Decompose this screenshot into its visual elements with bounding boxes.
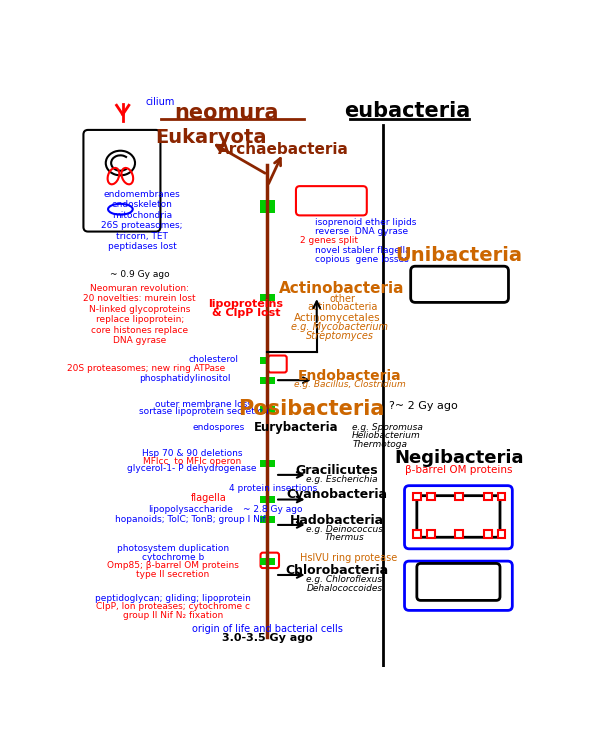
Text: ~ 2.8 Gy ago: ~ 2.8 Gy ago [243,505,302,514]
Text: e.g. Mycobacterium: e.g. Mycobacterium [292,322,388,332]
Text: Hsp 70 & 90 deletions: Hsp 70 & 90 deletions [142,449,242,458]
Bar [427,493,434,500]
Text: isoprenoid ether lipids: isoprenoid ether lipids [315,218,416,227]
Text: 3.0-3.5 Gy ago: 3.0-3.5 Gy ago [222,633,313,643]
Text: Actinomycetales: Actinomycetales [293,313,380,323]
Bar [455,493,463,500]
Text: 20S proteasomes; new ring ATPase: 20S proteasomes; new ring ATPase [67,364,225,373]
FancyBboxPatch shape [410,266,508,303]
Text: Actinobacteria: Actinobacteria [280,281,405,296]
Text: Eukaryota: Eukaryota [155,128,267,147]
Text: 2 genes split: 2 genes split [300,236,358,246]
Text: Hadobacteria: Hadobacteria [290,514,384,527]
Text: Omp85; β-barrel OM proteins: Omp85; β-barrel OM proteins [107,561,239,570]
Bar [260,460,275,467]
Text: Heliobacterium: Heliobacterium [352,431,421,440]
Bar [260,201,275,207]
Text: cilium: cilium [146,97,175,107]
Text: Archaebacteria: Archaebacteria [217,142,348,157]
FancyBboxPatch shape [417,563,500,601]
Text: cytochrome b: cytochrome b [142,553,204,562]
FancyBboxPatch shape [296,187,367,216]
Text: Chlorobacteria: Chlorobacteria [285,564,388,577]
Text: e.g. Chloroflexus: e.g. Chloroflexus [307,575,383,584]
Text: lipoproteins: lipoproteins [208,299,283,309]
Text: ~ 0.9 Gy ago: ~ 0.9 Gy ago [110,270,169,279]
Text: hopanoids; ToIC; TonB; group I Nif: hopanoids; ToIC; TonB; group I Nif [115,515,266,524]
Text: e.g. Escherichia: e.g. Escherichia [307,475,378,484]
Text: flagella: flagella [191,493,227,503]
Text: group II Nif N₂ fixation: group II Nif N₂ fixation [122,610,223,619]
Text: endomembranes
endoskeleton
mitochondria
26S proteasomes;
tricorn, TET
peptidases: endomembranes endoskeleton mitochondria … [101,190,182,251]
Text: cholesterol: cholesterol [188,355,238,364]
Text: Negibacteria: Negibacteria [394,449,524,467]
Bar [455,530,463,538]
Text: outer membrane loss: outer membrane loss [155,399,252,408]
Text: eubacteria: eubacteria [344,101,471,121]
Text: Thermus: Thermus [325,533,364,542]
Text: HslVU ring protease: HslVU ring protease [300,553,397,563]
FancyBboxPatch shape [260,553,279,568]
Bar [413,530,421,538]
Text: Unibacteria: Unibacteria [395,246,523,265]
Bar [260,294,275,301]
Text: photosystem duplication: photosystem duplication [116,545,229,554]
Bar [260,406,275,413]
Text: Neomuran revolution:
20 novelties: murein lost
N-linked glycoproteins
replace li: Neomuran revolution: 20 novelties: murei… [83,284,196,345]
Bar [260,558,275,565]
Text: Streptomyces: Streptomyces [306,330,374,341]
Text: novel stabler flagella: novel stabler flagella [315,246,411,255]
Bar [260,516,275,523]
FancyBboxPatch shape [268,356,287,372]
Text: reverse  DNA gyrase: reverse DNA gyrase [315,227,409,236]
Text: copious  gene losses: copious gene losses [315,255,409,264]
Text: lipopolysaccharide: lipopolysaccharide [148,505,233,514]
Bar [413,493,421,500]
Text: Eurybacteria: Eurybacteria [254,421,338,434]
Text: Thermotoga: Thermotoga [352,440,407,449]
Bar [497,493,505,500]
Text: Endobacteria: Endobacteria [298,369,401,383]
Bar [260,357,275,364]
Text: endospores: endospores [192,422,244,431]
Text: 4 protein insertions: 4 protein insertions [229,485,317,494]
Bar [260,206,275,213]
Ellipse shape [108,204,133,215]
Bar [260,496,275,503]
FancyBboxPatch shape [404,561,512,610]
Text: Gracilicutes: Gracilicutes [295,464,378,477]
Text: Posibacteria: Posibacteria [238,399,385,419]
Text: phosphatidylinositol: phosphatidylinositol [139,374,230,383]
Bar [260,377,275,383]
FancyBboxPatch shape [404,485,512,549]
FancyBboxPatch shape [417,496,500,537]
Bar [484,493,491,500]
Text: e.g. Sporomusa: e.g. Sporomusa [352,422,423,431]
Text: e.g. Bacillus, Clostridium: e.g. Bacillus, Clostridium [294,380,406,389]
Text: β-barrel OM proteins: β-barrel OM proteins [406,465,513,476]
Bar [427,530,434,538]
Text: neomura: neomura [175,103,279,123]
Text: other: other [329,294,355,304]
Bar [484,530,491,538]
Text: actinobacteria: actinobacteria [307,302,377,312]
Text: sortase lipoprotein secretion: sortase lipoprotein secretion [139,407,268,416]
Text: & ClpP lost: & ClpP lost [212,308,280,318]
FancyBboxPatch shape [83,130,160,231]
Text: glycerol-1- P dehydrogenase: glycerol-1- P dehydrogenase [127,464,257,473]
Text: peptidoglycan; gliding; lipoprotein: peptidoglycan; gliding; lipoprotein [95,593,251,603]
Text: ClpP, Ion proteases; cytochrome c: ClpP, Ion proteases; cytochrome c [96,602,250,611]
Text: e.g. Deinococcus: e.g. Deinococcus [306,525,383,534]
Text: ?~ 2 Gy ago: ?~ 2 Gy ago [389,401,457,410]
Text: Dehalococcoides: Dehalococcoides [307,583,383,592]
Bar [497,530,505,538]
Text: origin of life and bacterial cells: origin of life and bacterial cells [192,624,343,634]
Text: MFIcc  to MFIc operon: MFIcc to MFIc operon [143,457,241,466]
Text: type II secretion: type II secretion [136,570,209,579]
Text: Cyanobacteria: Cyanobacteria [286,488,387,501]
